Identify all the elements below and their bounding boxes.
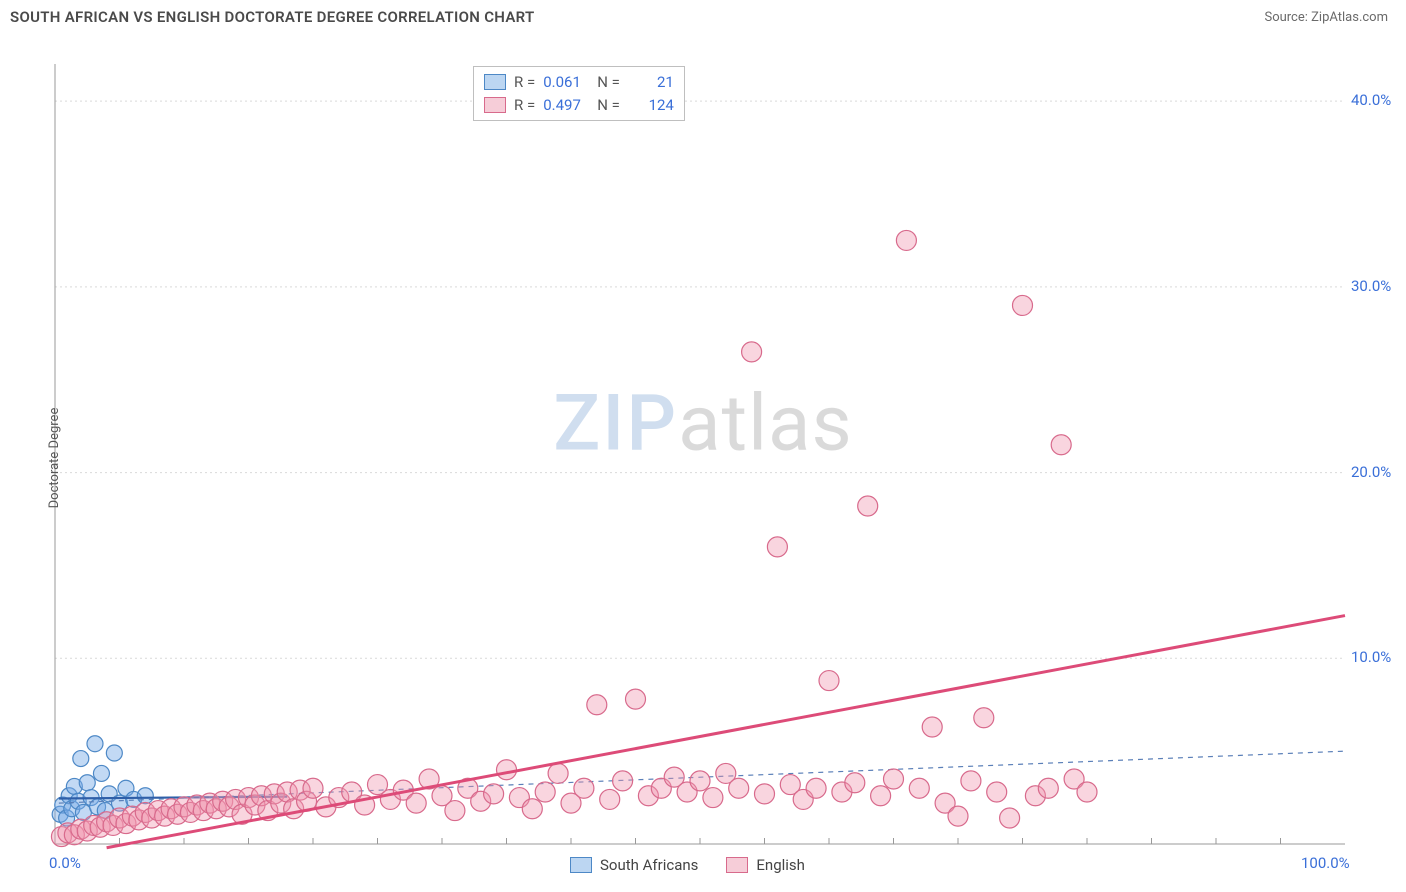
x-tick-label: 0.0%: [49, 854, 81, 872]
series-legend: South Africans English: [570, 856, 805, 874]
n-value: 124: [628, 94, 674, 117]
n-value: 21: [628, 71, 674, 94]
chart-container: Doctorate Degree ZIPatlas R =0.061N =21R…: [10, 34, 1396, 882]
y-tick-label: 40.0%: [1351, 91, 1391, 109]
legend-label: South Africans: [600, 856, 698, 874]
x-tick-label: 100.0%: [1301, 854, 1350, 872]
y-axis-label: Doctorate Degree: [47, 408, 62, 509]
r-label: R =: [514, 71, 535, 94]
y-tick-label: 20.0%: [1351, 463, 1391, 481]
chart-title: SOUTH AFRICAN VS ENGLISH DOCTORATE DEGRE…: [10, 8, 535, 26]
scatter-chart: [10, 34, 1395, 874]
legend-swatch: [570, 857, 592, 873]
legend-item: English: [726, 856, 805, 874]
n-label: N =: [597, 94, 620, 117]
n-label: N =: [597, 71, 620, 94]
y-tick-label: 30.0%: [1351, 277, 1391, 295]
r-label: R =: [514, 94, 535, 117]
legend-swatch: [484, 97, 506, 113]
y-tick-label: 10.0%: [1351, 648, 1391, 666]
stats-row: R = 0.497 N = 124: [484, 94, 674, 117]
legend-swatch: [726, 857, 748, 873]
legend-swatch: [484, 74, 506, 90]
r-value: 0.061: [543, 71, 589, 94]
legend-item: South Africans: [570, 856, 698, 874]
stats-row: R = 0.061 N = 21: [484, 71, 674, 94]
source-attribution: Source: ZipAtlas.com: [1264, 10, 1388, 25]
r-value: 0.497: [543, 94, 589, 117]
stats-legend: R = 0.061 N = 21 R = 0.497 N = 124: [473, 66, 685, 121]
legend-label: English: [756, 856, 805, 874]
